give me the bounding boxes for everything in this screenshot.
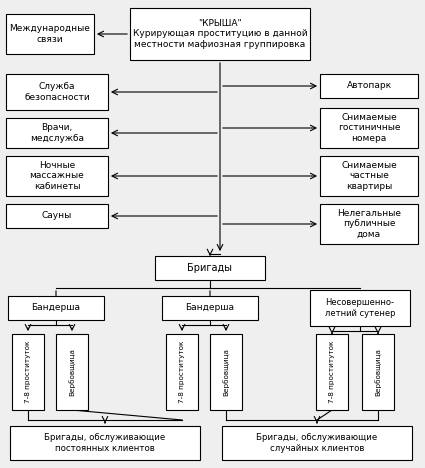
Text: Бандерша: Бандерша bbox=[31, 304, 80, 313]
FancyBboxPatch shape bbox=[362, 334, 394, 410]
Text: Вербовщица: Вербовщица bbox=[68, 348, 75, 396]
Text: 7-8 проституток: 7-8 проституток bbox=[25, 341, 31, 403]
Text: 7-8 проституток: 7-8 проституток bbox=[179, 341, 185, 403]
FancyBboxPatch shape bbox=[166, 334, 198, 410]
FancyBboxPatch shape bbox=[130, 8, 310, 60]
Text: Вербовщица: Вербовщица bbox=[374, 348, 381, 396]
Text: Несовершенно-
летний сутенер: Несовершенно- летний сутенер bbox=[325, 298, 395, 318]
Text: Бригады, обслуживающие
случайных клиентов: Бригады, обслуживающие случайных клиенто… bbox=[256, 433, 378, 453]
FancyBboxPatch shape bbox=[6, 118, 108, 148]
FancyBboxPatch shape bbox=[320, 204, 418, 244]
FancyBboxPatch shape bbox=[6, 14, 94, 54]
FancyBboxPatch shape bbox=[8, 296, 104, 320]
FancyBboxPatch shape bbox=[210, 334, 242, 410]
Text: Служба
безопасности: Служба безопасности bbox=[24, 82, 90, 102]
Text: "КРЫША"
Курирующая проституцию в данной
местности мафиозная группировка: "КРЫША" Курирующая проституцию в данной … bbox=[133, 19, 307, 49]
FancyBboxPatch shape bbox=[12, 334, 44, 410]
Text: Вербовщица: Вербовщица bbox=[223, 348, 230, 396]
FancyBboxPatch shape bbox=[320, 74, 418, 98]
Text: Снимаемые
гостиничные
номера: Снимаемые гостиничные номера bbox=[338, 113, 400, 143]
FancyBboxPatch shape bbox=[155, 256, 265, 280]
FancyBboxPatch shape bbox=[6, 156, 108, 196]
Text: Бригады, обслуживающие
постоянных клиентов: Бригады, обслуживающие постоянных клиент… bbox=[44, 433, 166, 453]
FancyBboxPatch shape bbox=[316, 334, 348, 410]
Text: Бандерша: Бандерша bbox=[185, 304, 235, 313]
Text: Бригады: Бригады bbox=[187, 263, 232, 273]
FancyBboxPatch shape bbox=[6, 74, 108, 110]
Text: Ночные
массажные
кабинеты: Ночные массажные кабинеты bbox=[30, 161, 85, 191]
FancyBboxPatch shape bbox=[222, 426, 412, 460]
FancyBboxPatch shape bbox=[310, 290, 410, 326]
Text: Снимаемые
частные
квартиры: Снимаемые частные квартиры bbox=[341, 161, 397, 191]
Text: Врачи,
медслужба: Врачи, медслужба bbox=[30, 123, 84, 143]
FancyBboxPatch shape bbox=[10, 426, 200, 460]
Text: Автопарк: Автопарк bbox=[346, 81, 391, 90]
FancyBboxPatch shape bbox=[6, 204, 108, 228]
FancyBboxPatch shape bbox=[56, 334, 88, 410]
Text: Сауны: Сауны bbox=[42, 212, 72, 220]
FancyBboxPatch shape bbox=[320, 108, 418, 148]
Text: Международные
связи: Международные связи bbox=[9, 24, 91, 44]
Text: Нелегальные
публичные
дома: Нелегальные публичные дома bbox=[337, 209, 401, 239]
FancyBboxPatch shape bbox=[162, 296, 258, 320]
FancyBboxPatch shape bbox=[320, 156, 418, 196]
Text: 7-8 проституток: 7-8 проституток bbox=[329, 341, 335, 403]
